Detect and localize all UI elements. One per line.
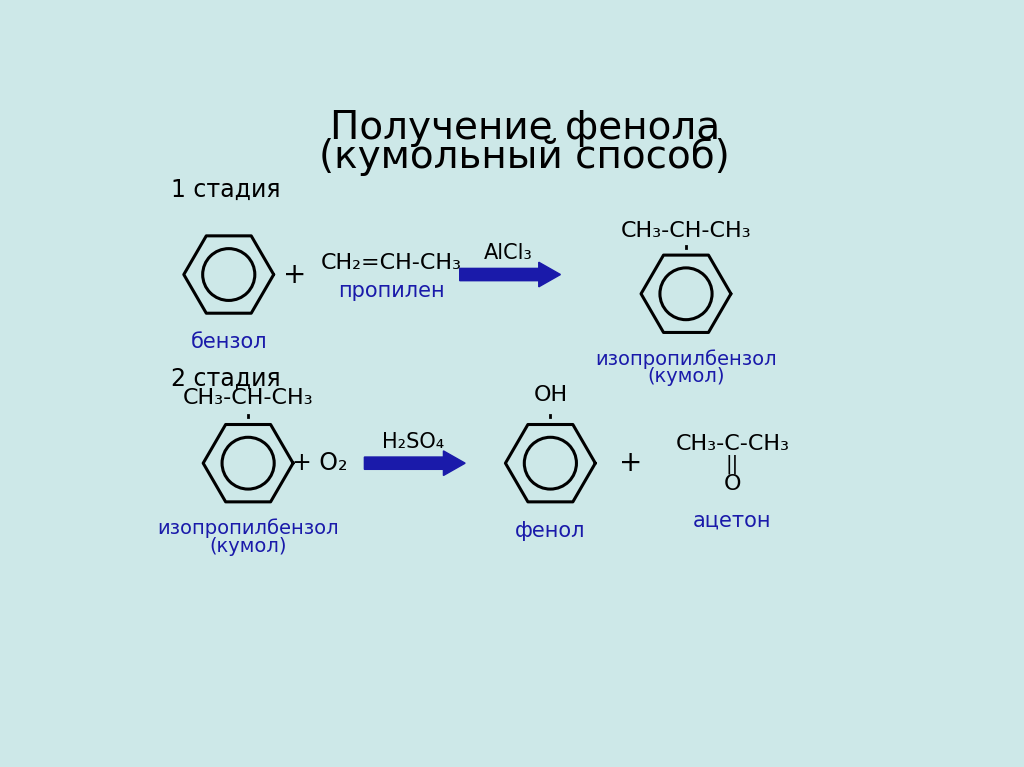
Text: фенол: фенол <box>515 521 586 541</box>
Text: бензол: бензол <box>190 332 267 352</box>
Text: CH₃-CH-CH₃: CH₃-CH-CH₃ <box>621 221 752 241</box>
Text: пропилен: пропилен <box>338 281 444 301</box>
Text: H₂SO₄: H₂SO₄ <box>382 432 444 452</box>
Text: 1 стадия: 1 стадия <box>171 178 281 202</box>
Text: +: + <box>283 261 306 288</box>
Polygon shape <box>460 262 560 287</box>
Polygon shape <box>365 451 465 476</box>
Text: +: + <box>618 449 642 477</box>
Text: AlCl₃: AlCl₃ <box>483 243 532 263</box>
Text: O: O <box>724 474 741 494</box>
Text: + O₂: + O₂ <box>293 451 348 476</box>
Text: 2 стадия: 2 стадия <box>171 367 281 390</box>
Text: Получение фенола: Получение фенола <box>330 109 720 147</box>
Text: OH: OH <box>534 386 567 406</box>
Text: (кумол): (кумол) <box>209 537 287 556</box>
Text: CH₃-C-CH₃: CH₃-C-CH₃ <box>676 434 790 454</box>
Text: CH₃-CH-CH₃: CH₃-CH-CH₃ <box>183 388 313 408</box>
Text: CH₂=CH-CH₃: CH₂=CH-CH₃ <box>321 253 462 273</box>
Text: ацетон: ацетон <box>693 511 772 531</box>
Text: изопропилбензол: изопропилбензол <box>158 518 339 538</box>
Text: (кумольный способ): (кумольный способ) <box>319 137 730 176</box>
Text: ||: || <box>726 455 739 475</box>
Text: (кумол): (кумол) <box>647 367 725 387</box>
Text: изопропилбензол: изопропилбензол <box>595 350 777 369</box>
